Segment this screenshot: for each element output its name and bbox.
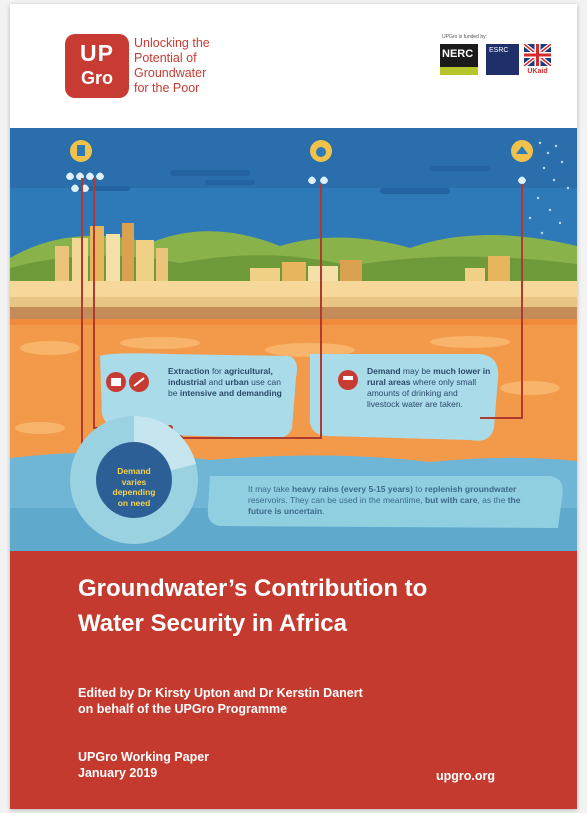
union-flag-icon <box>522 42 553 68</box>
esrc-text: ESRC <box>489 47 509 54</box>
tagline-line: Potential of <box>134 51 197 65</box>
demand-line: Demand <box>117 466 151 476</box>
ukaid-logo: UKaid <box>522 42 553 75</box>
funders-label: UPGro is funded by: <box>442 34 488 40</box>
rain-callout: It may take heavy rains (every 5-15 year… <box>248 484 521 516</box>
extraction-callout: Extraction for agricultural, industrial … <box>168 366 282 398</box>
title-line: Groundwater’s Contribution to <box>78 575 428 602</box>
tagline-line: Groundwater <box>134 66 207 80</box>
tagline-line: for the Poor <box>134 81 200 95</box>
title-line: Water Security in Africa <box>78 610 347 637</box>
illustration-graphic <box>10 128 577 551</box>
editors-line: Edited by Dr Kirsty Upton and Dr Kerstin… <box>78 686 363 700</box>
logo-up-text: UP <box>80 40 114 66</box>
editors-line: on behalf of the UPGro Programme <box>78 702 288 716</box>
ukaid-text: UKaid <box>527 68 548 75</box>
series-line: January 2019 <box>78 766 158 780</box>
groundwater-illustration: Demand varies depending on need <box>10 128 577 551</box>
tagline-line: Unlocking the <box>134 36 210 50</box>
series-line: UPGro Working Paper <box>78 750 210 764</box>
rural-demand-callout: Demand may be much lower in rural areas … <box>367 366 491 409</box>
tagline: Unlocking the Potential of Groundwater f… <box>134 36 264 96</box>
demand-label: Demand varies depending on need <box>106 466 162 508</box>
logo-gro-text: Gro <box>80 68 113 88</box>
cover-title: Groundwater’s Contribution to Water Secu… <box>78 571 538 641</box>
header: UP Gro Unlocking the Potential of Ground… <box>10 4 577 128</box>
series-info: UPGro Working Paper January 2019 <box>78 749 209 781</box>
editors: Edited by Dr Kirsty Upton and Dr Kerstin… <box>78 685 363 717</box>
nerc-logo: NERC <box>440 44 478 75</box>
water-use-icons <box>66 140 533 192</box>
demand-line: varies <box>121 476 147 487</box>
upgro-logo: UP Gro <box>65 34 129 98</box>
esrc-logo: ESRC <box>486 44 519 75</box>
demand-line: on need <box>117 497 151 508</box>
cover-footer: Groundwater’s Contribution to Water Secu… <box>10 551 577 809</box>
cover-page: UP Gro Unlocking the Potential of Ground… <box>10 4 577 809</box>
demand-line: depending <box>112 487 156 497</box>
nerc-text: NERC <box>442 48 474 60</box>
website-link[interactable]: upgro.org <box>436 769 496 783</box>
